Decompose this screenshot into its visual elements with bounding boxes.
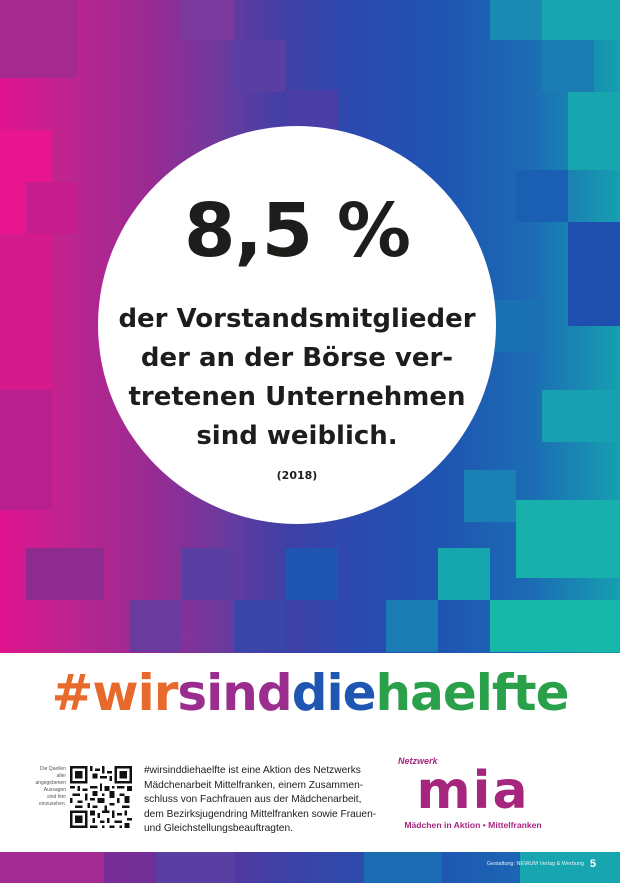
page-number: 5 (589, 858, 596, 870)
mosaic-tile (286, 548, 338, 600)
mosaic-tile (542, 0, 620, 40)
hashtag-part: sind (177, 664, 292, 722)
mosaic-tile (520, 852, 620, 883)
mosaic-tile (234, 600, 286, 652)
stat-statement: der Vorstandsmitglieder der an der Börse… (98, 300, 496, 456)
hashtag-part: die (291, 664, 377, 722)
mosaic-tile (364, 852, 442, 883)
stat-circle (98, 126, 496, 524)
mosaic-tile (568, 92, 620, 170)
mosaic-tile (568, 222, 620, 326)
campaign-hashtag: #wirsinddiehaelfte (0, 668, 620, 718)
mosaic-tile (490, 600, 620, 652)
stat-year: (2018) (276, 469, 318, 482)
logo-subtitle: Mädchen in Aktion • Mittelfranken (404, 820, 542, 830)
logo-mark: mia (416, 761, 530, 821)
poster-background: 8,5 % der Vorstandsmitglieder der an der… (0, 0, 620, 653)
mosaic-tile (0, 390, 52, 510)
mosaic-tile (0, 234, 52, 390)
statement-line: der Vorstandsmitglieder (118, 304, 476, 334)
mosaic-tile (516, 170, 568, 222)
sources-line: sind hier (47, 794, 66, 800)
mosaic-tile (182, 0, 234, 40)
mosaic-tile (386, 600, 438, 652)
mosaic-tile (0, 852, 104, 883)
campaign-description: #wirsinddiehaelfte ist eine Aktion des N… (144, 764, 384, 837)
mosaic-tile (0, 0, 78, 78)
mosaic-tile (438, 548, 490, 600)
description-line: Mädchenarbeit Mittelfranken, einem Zusam… (144, 779, 364, 791)
mosaic-tile (464, 470, 516, 522)
mosaic-tile (542, 40, 594, 92)
mosaic-tile (542, 390, 620, 442)
statement-line: sind weiblich. (196, 421, 398, 451)
mosaic-tile (130, 600, 182, 652)
mosaic-tile (26, 182, 78, 234)
sources-line: aller (56, 773, 66, 779)
mosaic-tile (490, 0, 542, 40)
statement-line: der an der Börse ver- (140, 343, 454, 373)
logo-netzwerk-label: Netzwerk (398, 756, 438, 766)
mosaic-tile (516, 500, 620, 578)
mosaic-tile (234, 40, 286, 92)
footer-band (0, 852, 620, 883)
sources-note: Die Quellen aller angegebenen Aussagen s… (16, 766, 66, 808)
sources-line: einzusehen. (39, 801, 66, 807)
hashtag-part: #wir (51, 664, 179, 722)
statement-line: tretenen Unternehmen (128, 382, 466, 412)
sources-line: Aussagen (43, 787, 66, 793)
stat-percentage: 8,5 % (184, 188, 411, 274)
mosaic-tile (26, 548, 104, 600)
description-line: und Gleichstellungsbeauftragten. (144, 823, 293, 834)
hashtag-part: haelfte (375, 664, 570, 722)
description-line: dem Bezirksjugendring Mittelfranken sowi… (144, 808, 377, 820)
mosaic-tile (490, 300, 542, 352)
design-credit: Gestaltung: NEWUM Verlag & Werbung (486, 861, 584, 867)
mosaic-tile (156, 852, 234, 883)
sources-line: Die Quellen (39, 766, 66, 772)
mia-logo: Netzwerk mia Mädchen in Aktion • Mittelf… (394, 756, 550, 834)
description-line: schluss von Fachfrauen aus der Mädchenar… (144, 794, 362, 805)
qr-code-graphic (70, 766, 132, 828)
mosaic-tile (182, 548, 234, 600)
sources-line: angegebenen (35, 780, 66, 786)
qr-code-icon[interactable] (70, 766, 132, 828)
description-line: #wirsinddiehaelfte ist eine Aktion des N… (144, 765, 361, 776)
